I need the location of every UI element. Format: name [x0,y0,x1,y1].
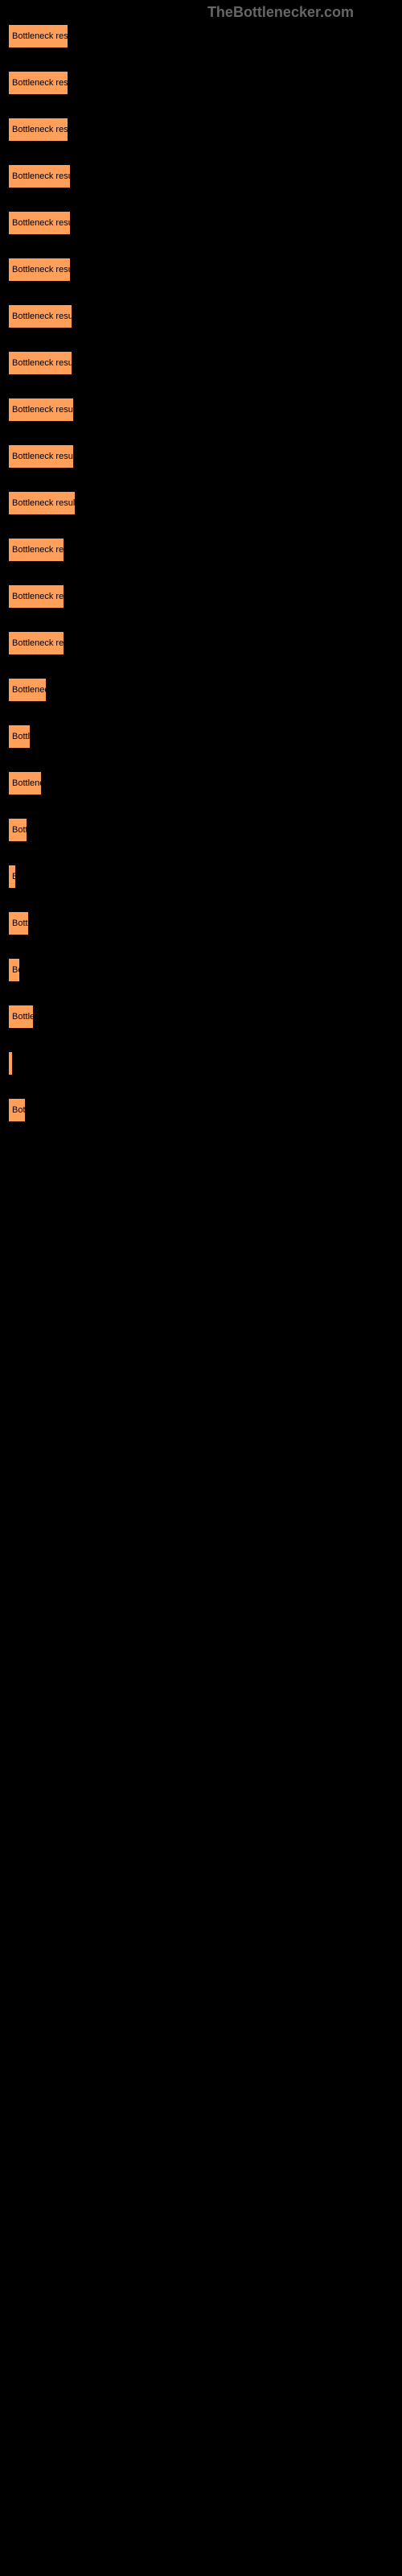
bar: Bottleneck result [8,491,76,515]
bar: Bottleneck resu [8,631,64,655]
bar-row: B [8,865,394,889]
bar-row: Bottleneck result [8,351,394,375]
bar: Bottleneck result [8,164,71,188]
bar-row: Bottleneck result [8,118,394,142]
bar-row: Bottleneck resu [8,584,394,609]
bar: Bottle [8,724,31,749]
bar: Bottleneck resu [8,584,64,609]
bar: Bottleneck result [8,351,72,375]
chart-container: Bottleneck result Bottleneck result Bottle… [0,0,402,1153]
bar: Bottlenec [8,771,42,795]
bar-row: Bottleneck [8,678,394,702]
bar: Bo [8,958,20,982]
bar-row [8,1051,394,1075]
bar-row: Bottlenec [8,771,394,795]
bar-row: Bottleneck result [8,444,394,469]
bar-row: Bottlen [8,1005,394,1029]
bar [8,1051,13,1075]
bar: Bottleneck result [8,444,74,469]
bar-row: Bottle [8,724,394,749]
bar: B [8,865,16,889]
bar: Bottleneck result [8,304,72,328]
bar: Bottleneck result [8,398,74,422]
bar-row: Bottle [8,911,394,935]
bar-row: Bottleneck result [8,211,394,235]
bar-row: Bottleneck resu [8,631,394,655]
bar-row: Bottleneck result [8,24,394,48]
bar: Bottleneck result [8,71,68,95]
bar-row: Bottleneck resu [8,538,394,562]
bar-row: Bottleneck result [8,304,394,328]
bar: Bott [8,1098,26,1122]
bar: Bottlen [8,1005,34,1029]
bar: Bottle [8,911,29,935]
bar: Bottleneck result [8,211,71,235]
bar-row: Bottleneck result [8,491,394,515]
bar-row: Bottleneck result [8,71,394,95]
bar: Bottleneck result [8,24,68,48]
bar: Bottl [8,818,27,842]
bar: Bottleneck result [8,118,68,142]
bar-row: Bott [8,1098,394,1122]
bar-row: Bottl [8,818,394,842]
bar: Bottleneck result [8,258,71,282]
bar: Bottleneck [8,678,47,702]
watermark-text: TheBottlenecker.com [207,4,354,21]
bar-row: Bo [8,958,394,982]
bar: Bottleneck resu [8,538,64,562]
bar-row: Bottleneck result [8,164,394,188]
bar-row: Bottleneck result [8,258,394,282]
bar-row: Bottleneck result [8,398,394,422]
